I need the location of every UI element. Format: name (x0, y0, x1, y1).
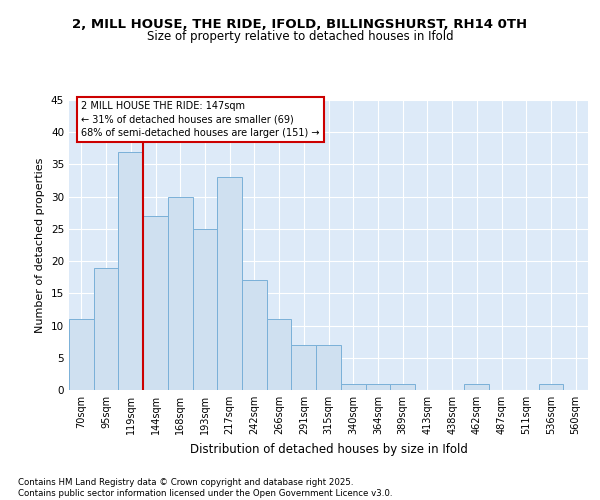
Bar (390, 384, 415, 390)
Text: Size of property relative to detached houses in Ifold: Size of property relative to detached ho… (146, 30, 454, 43)
Bar (193, 229, 217, 390)
Bar (464, 384, 489, 390)
X-axis label: Distribution of detached houses by size in Ifold: Distribution of detached houses by size … (190, 442, 467, 456)
Bar (118, 152, 143, 390)
Bar (168, 196, 193, 390)
Y-axis label: Number of detached properties: Number of detached properties (35, 158, 46, 332)
Text: Contains HM Land Registry data © Crown copyright and database right 2025.
Contai: Contains HM Land Registry data © Crown c… (18, 478, 392, 498)
Text: 2 MILL HOUSE THE RIDE: 147sqm
← 31% of detached houses are smaller (69)
68% of s: 2 MILL HOUSE THE RIDE: 147sqm ← 31% of d… (82, 102, 320, 138)
Bar (143, 216, 168, 390)
Bar (341, 384, 365, 390)
Bar (69, 319, 94, 390)
Bar (292, 345, 316, 390)
Bar (267, 319, 292, 390)
Bar (539, 384, 563, 390)
Bar (365, 384, 390, 390)
Bar (242, 280, 267, 390)
Bar (94, 268, 118, 390)
Text: 2, MILL HOUSE, THE RIDE, IFOLD, BILLINGSHURST, RH14 0TH: 2, MILL HOUSE, THE RIDE, IFOLD, BILLINGS… (73, 18, 527, 30)
Bar (217, 178, 242, 390)
Bar (316, 345, 341, 390)
